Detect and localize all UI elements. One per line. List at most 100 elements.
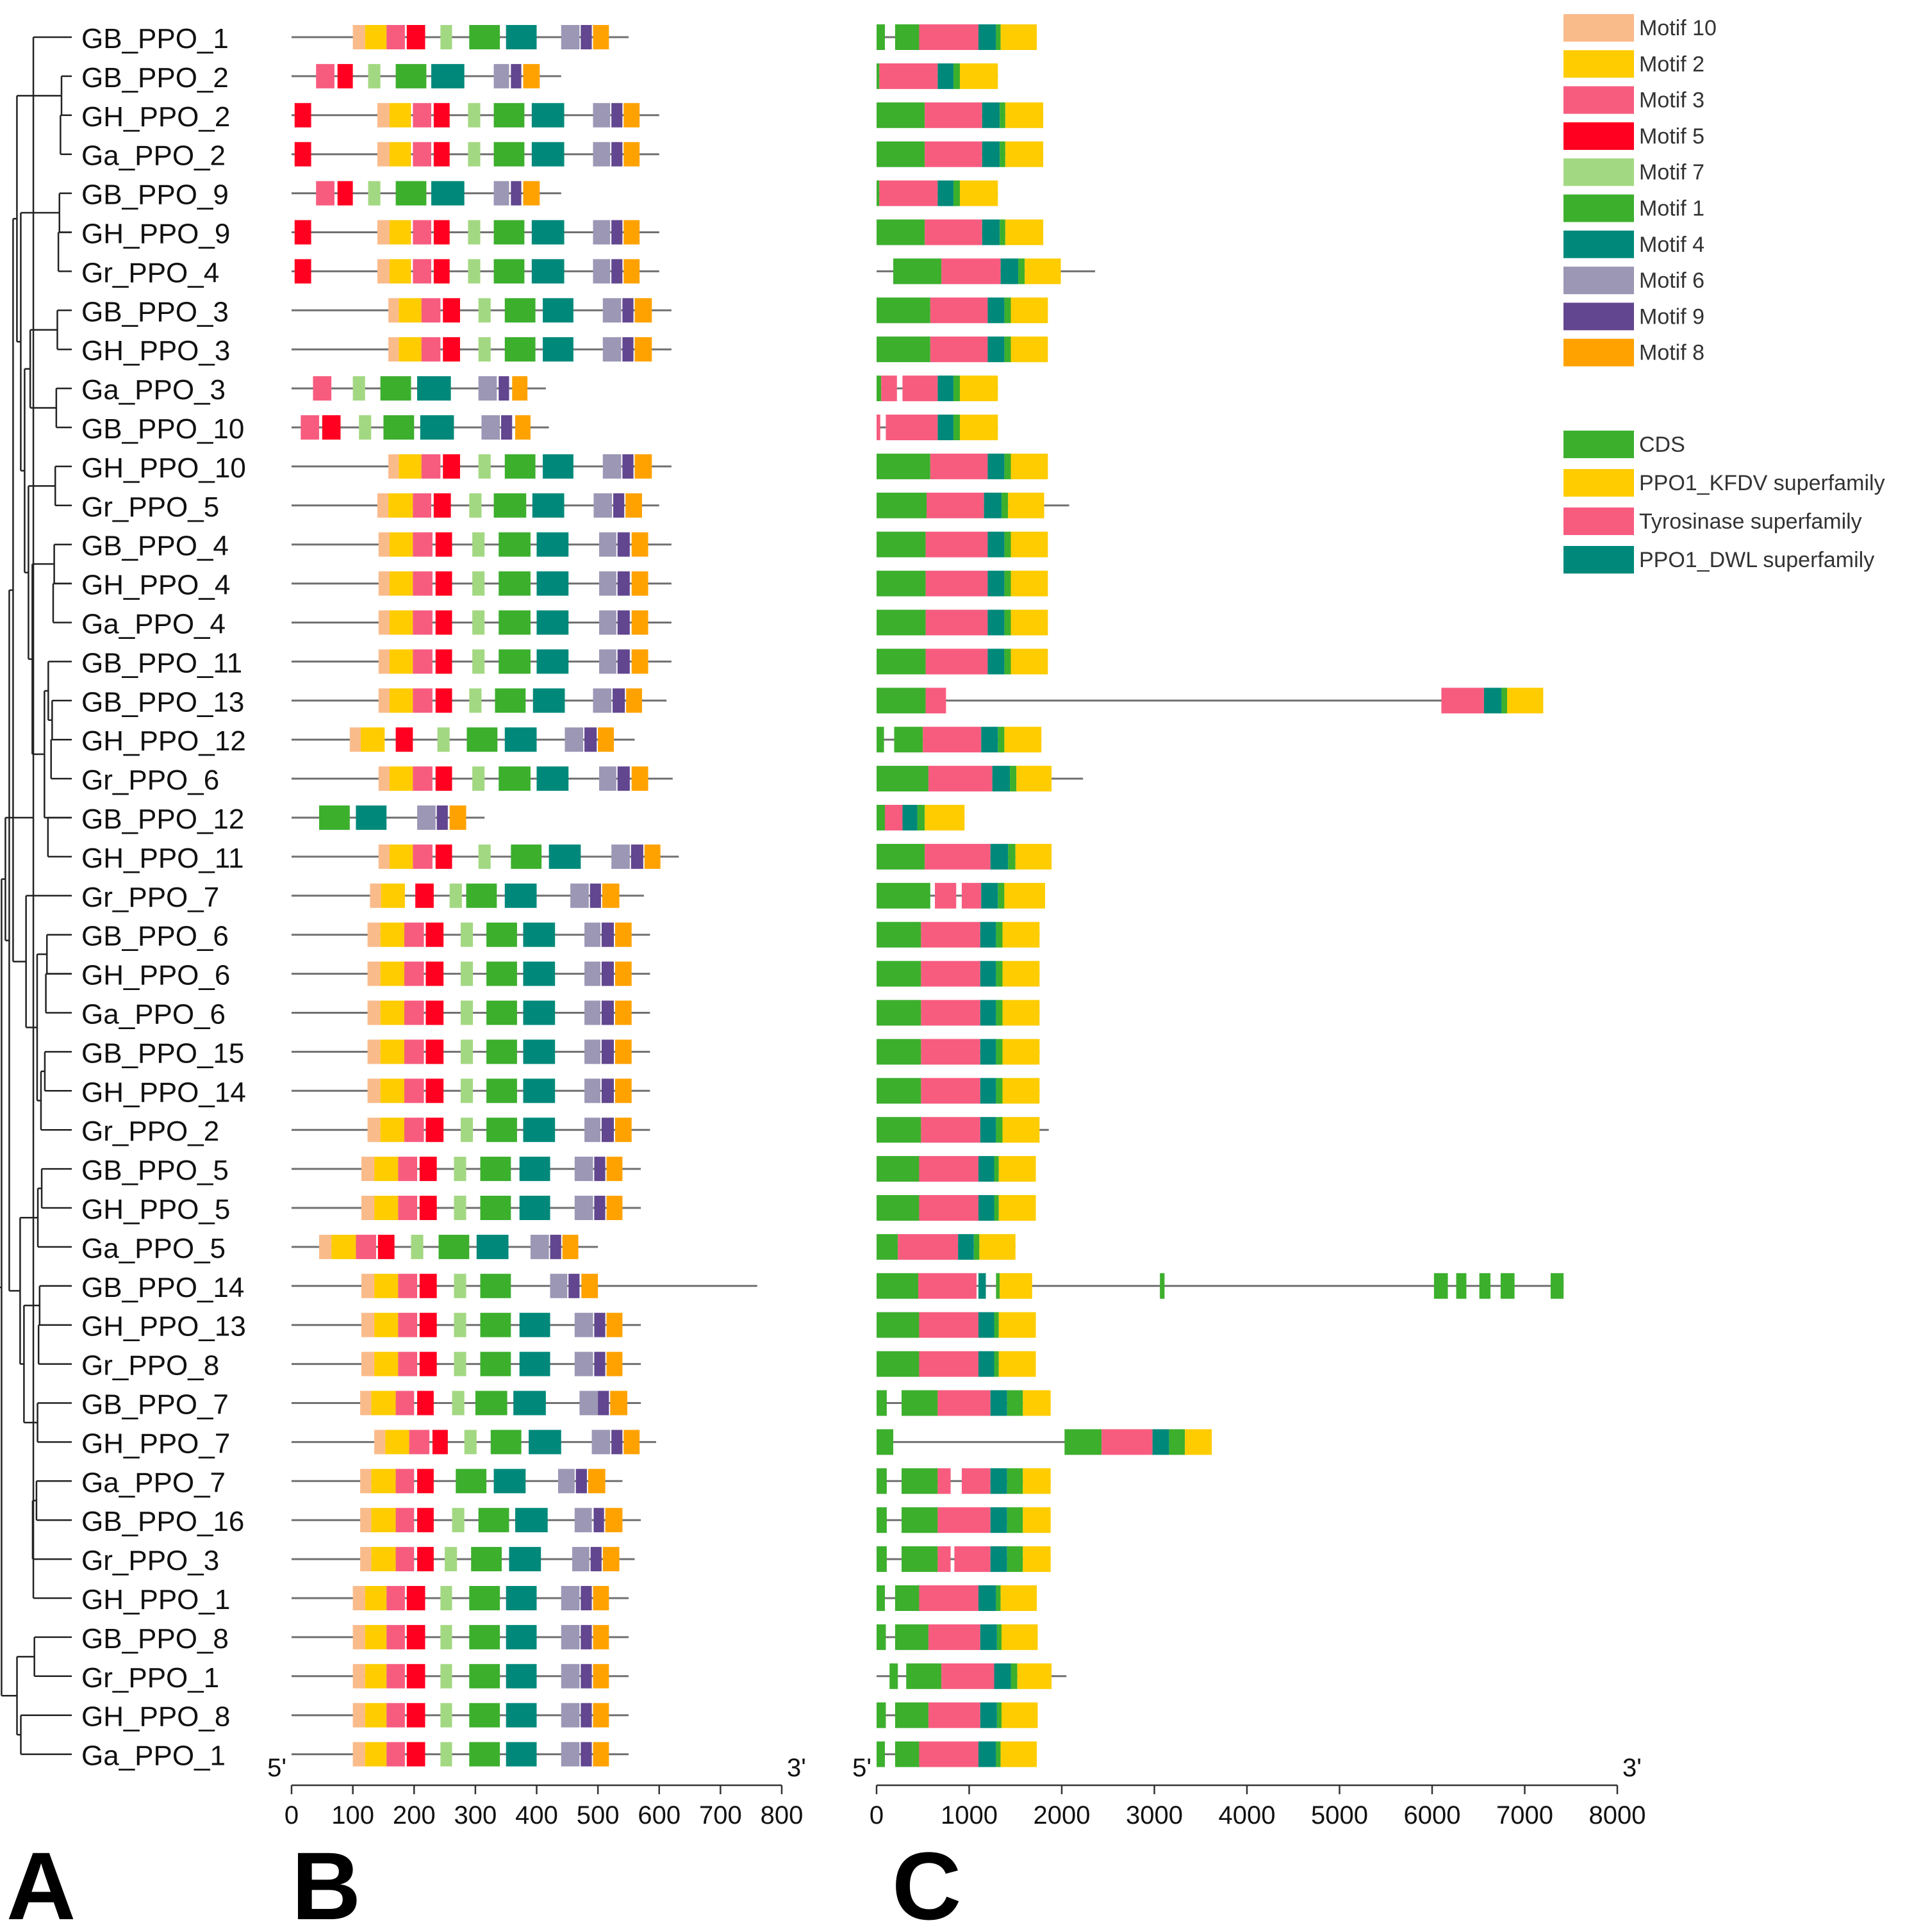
motif-box-m2 <box>390 259 411 284</box>
tick-label: 7000 <box>1496 1801 1553 1829</box>
motif-box-m3 <box>413 649 433 674</box>
motif-row <box>292 766 673 791</box>
feature-box-dwl <box>978 1741 996 1767</box>
feature-box-dwl <box>978 1351 994 1377</box>
motif-box-m10 <box>361 1157 375 1182</box>
legend-item: Motif 2 <box>1563 50 1704 78</box>
feature-box-cds <box>1007 1390 1023 1416</box>
motif-box-m9 <box>613 688 625 713</box>
legend-swatch-m2 <box>1563 50 1634 78</box>
motif-box-m7 <box>460 1000 474 1025</box>
legend-swatch-dwl <box>1563 546 1634 574</box>
motif-box-m8 <box>449 805 466 830</box>
feature-box-tyr <box>923 727 982 753</box>
motif-box-m6 <box>493 63 509 88</box>
feature-box-cds <box>1004 297 1011 324</box>
motif-box-m1 <box>490 1430 522 1455</box>
motif-box-m10 <box>378 649 390 674</box>
motif-row <box>292 1312 641 1337</box>
motif-box-m5 <box>322 415 341 440</box>
gene-row <box>877 24 1037 50</box>
feature-box-tyr <box>879 63 938 89</box>
motif-box-m2 <box>399 337 422 362</box>
motif-box-m4 <box>431 63 465 88</box>
gene-row <box>877 141 1044 167</box>
feature-box-cds <box>877 1351 920 1377</box>
gene-row <box>877 63 998 89</box>
gene-row <box>877 961 1040 987</box>
motif-box-m9 <box>617 649 630 674</box>
gene-label: Ga_PPO_7 <box>81 1467 226 1498</box>
motif-box-m7 <box>454 1351 466 1376</box>
motif-box-m1 <box>469 1624 500 1649</box>
motif-box-m7 <box>472 532 485 557</box>
feature-box-kfdv <box>1002 921 1040 948</box>
motif-box-m8 <box>523 63 540 88</box>
motif-box-m6 <box>584 1039 600 1064</box>
feature-box-dwl <box>978 1312 994 1338</box>
feature-box-kfdv <box>1000 24 1037 50</box>
motif-box-m8 <box>631 649 648 674</box>
feature-box-tyr <box>921 961 980 987</box>
motif-box-m9 <box>581 25 592 49</box>
motif-box-m6 <box>561 1624 580 1649</box>
motif-box-m7 <box>460 961 474 986</box>
motif-box-m2 <box>374 1351 399 1376</box>
feature-box-cds <box>1500 1273 1515 1299</box>
motif-box-m3 <box>413 766 433 791</box>
motif-box-m9 <box>436 805 448 830</box>
feature-box-kfdv <box>1015 843 1052 870</box>
feature-box-kfdv <box>1010 336 1048 363</box>
motif-box-m9 <box>631 844 643 869</box>
tick-label: 600 <box>638 1801 680 1829</box>
feature-box-cds <box>877 336 930 363</box>
feature-box-cds <box>877 843 925 870</box>
motif-box-m3 <box>316 181 334 206</box>
motif-box-m1 <box>511 844 542 869</box>
motif-box-m10 <box>319 1234 332 1259</box>
motif-box-m3 <box>386 1703 405 1728</box>
gene-row <box>877 882 1045 909</box>
motif-row <box>292 1430 656 1455</box>
motif-box-m8 <box>562 1234 579 1259</box>
motif-box-m8 <box>606 1157 623 1182</box>
motif-row <box>292 259 659 284</box>
motif-box-m5 <box>417 1508 434 1533</box>
gene-label: Gr_PPO_2 <box>81 1116 219 1147</box>
feature-box-kfdv <box>1002 1078 1040 1104</box>
motif-box-m1 <box>466 883 497 908</box>
motif-box-m6 <box>593 493 613 518</box>
feature-box-kfdv <box>1016 766 1052 792</box>
feature-box-cds <box>877 805 886 830</box>
motif-box-m5 <box>425 1039 444 1064</box>
motif-row <box>292 63 561 88</box>
feature-box-cds <box>877 961 921 987</box>
motif-box-m2 <box>380 1000 404 1025</box>
legend-label: PPO1_DWL superfamily <box>1639 548 1874 572</box>
legend-item: Tyrosinase superfamily <box>1563 508 1862 535</box>
motif-box-m4 <box>506 1664 537 1688</box>
motif-box-m3 <box>356 1234 376 1259</box>
motif-box-m5 <box>406 1586 425 1610</box>
motif-box-m3 <box>413 610 433 635</box>
tick-label: 8000 <box>1589 1801 1646 1829</box>
motif-box-m9 <box>613 493 625 518</box>
feature-box-kfdv <box>1507 688 1544 714</box>
motif-row <box>292 1508 641 1533</box>
motif-box-m1 <box>499 766 531 791</box>
gene-row <box>877 1078 1040 1104</box>
motif-box-m5 <box>433 220 450 245</box>
legend-swatch-m1 <box>1563 194 1634 222</box>
motif-row <box>292 337 672 362</box>
motif-box-m3 <box>386 25 405 49</box>
motif-box-m4 <box>543 337 573 362</box>
motif-box-m1 <box>469 1586 500 1610</box>
gene-label: GH_PPO_3 <box>81 335 230 367</box>
motif-box-m1 <box>493 259 525 284</box>
feature-box-tyr <box>919 1351 978 1377</box>
motif-box-m7 <box>445 1547 458 1572</box>
motif-box-m3 <box>386 1624 405 1649</box>
gene-row <box>877 766 1084 792</box>
motif-box-m9 <box>581 1742 592 1767</box>
motif-box-m4 <box>513 1391 546 1416</box>
